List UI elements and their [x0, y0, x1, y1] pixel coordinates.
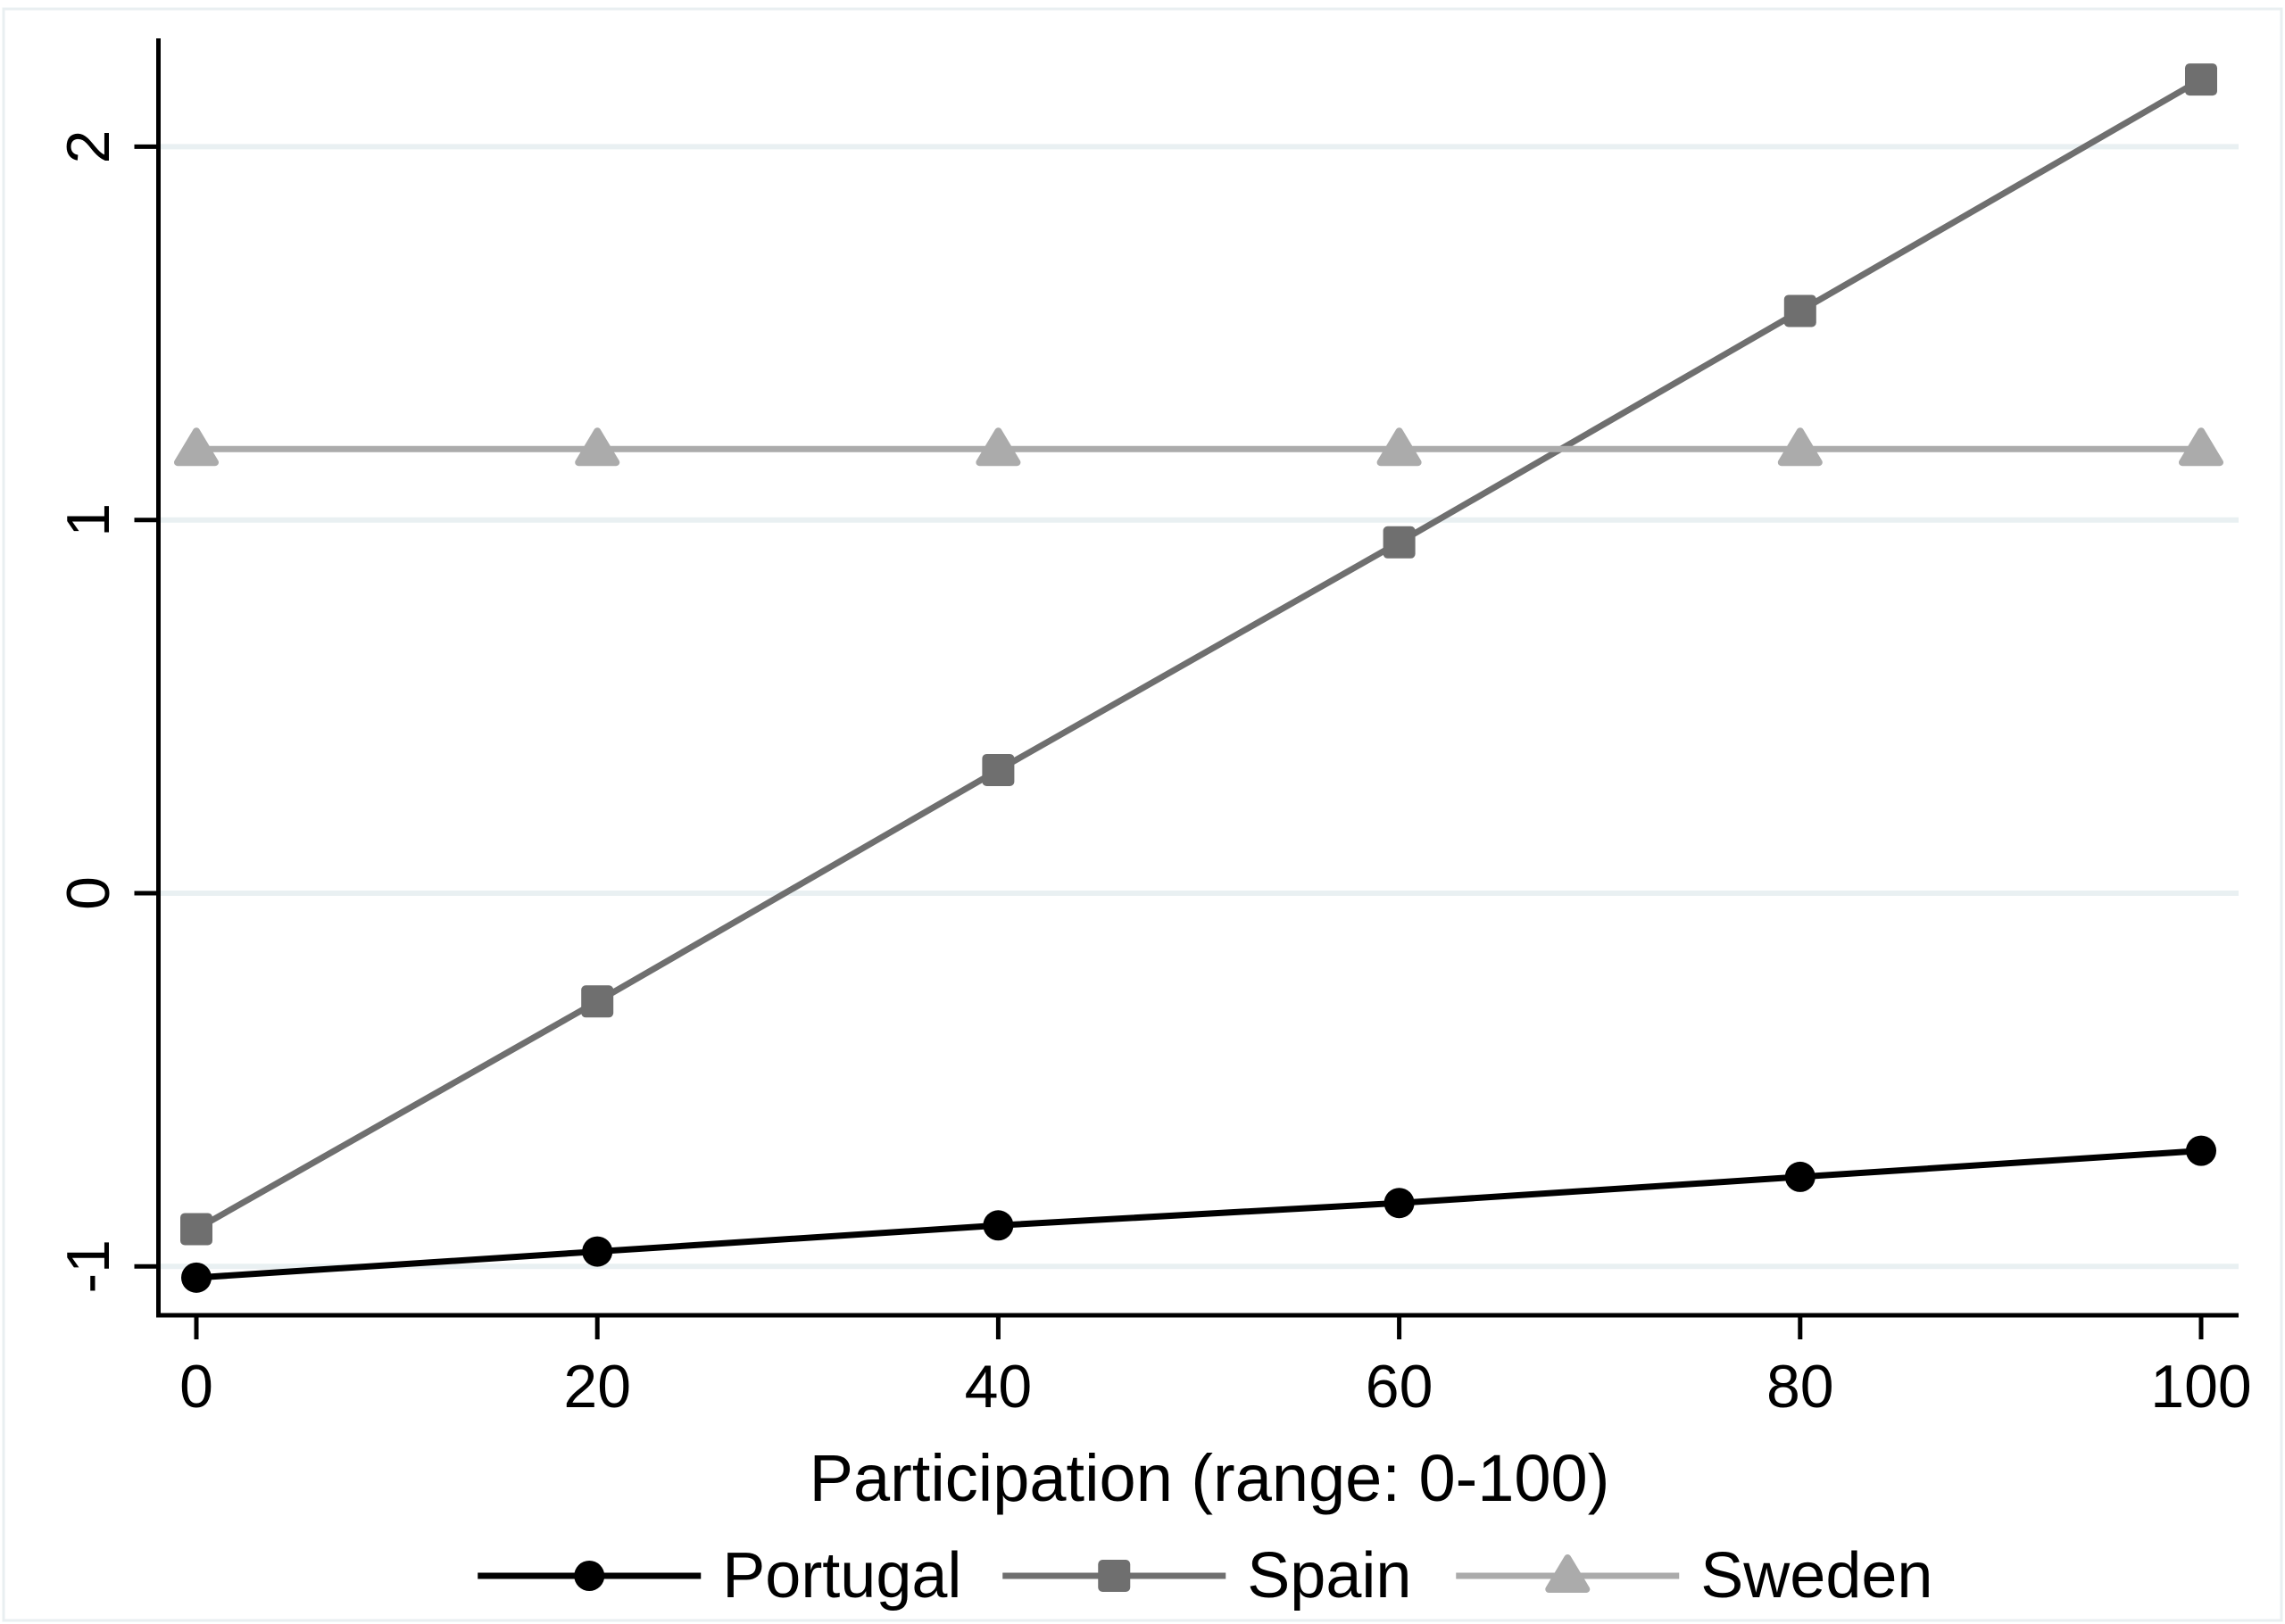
legend-item-spain: Spain: [1002, 1540, 1411, 1612]
x-tick-label: 20: [563, 1353, 631, 1421]
series-sweden: [174, 427, 2223, 467]
marker-portugal: [983, 1210, 1014, 1241]
marker-spain: [982, 753, 1015, 786]
marker-spain: [180, 1213, 212, 1246]
marker-sweden: [1777, 427, 1823, 467]
marker-portugal: [181, 1262, 212, 1293]
marker-sweden: [2179, 427, 2223, 467]
legend-marker-portugal: [574, 1561, 605, 1591]
marker-spain: [1783, 294, 1816, 327]
marker-portugal: [1784, 1161, 1816, 1192]
legend-item-portugal: Portugal: [478, 1540, 961, 1612]
legend-marker-spain: [1098, 1560, 1131, 1592]
marker-sweden: [174, 427, 219, 467]
marker-sweden: [575, 427, 620, 467]
marker-portugal: [1383, 1188, 1415, 1219]
legend-label-spain: Spain: [1247, 1540, 1411, 1612]
marker-sweden: [1376, 427, 1422, 467]
x-tick-label: 0: [179, 1353, 213, 1421]
marker-spain: [1383, 526, 1416, 559]
series-portugal: [181, 1135, 2216, 1293]
x-axis-title: Participation (range: 0-100): [810, 1441, 1610, 1515]
y-gridlines: [160, 144, 2239, 1270]
marker-portugal: [582, 1236, 613, 1267]
series-lines: [174, 63, 2223, 1293]
y-tick-label: 1: [54, 503, 122, 537]
axes: [134, 38, 2239, 1339]
y-tick-label: -1: [54, 1239, 122, 1293]
legend-label-portugal: Portugal: [722, 1540, 961, 1612]
marker-spain: [581, 985, 614, 1018]
series-spain: [180, 63, 2217, 1246]
x-tick-label: 60: [1366, 1353, 1433, 1421]
y-tick-labels: -1 0 1 2: [54, 129, 122, 1293]
x-tick-labels: 0 20 40 60 80 100: [179, 1353, 2252, 1421]
series-line-portugal: [195, 1148, 2202, 1281]
marker-sweden: [976, 427, 1021, 467]
figure-border: [2, 7, 2283, 1622]
x-tick-label: 80: [1766, 1353, 1834, 1421]
series-line-spain: [195, 77, 2203, 1232]
marker-spain: [2185, 63, 2217, 96]
legend-item-sweden: Sweden: [1456, 1540, 1932, 1612]
legend-marker-sweden: [1545, 1554, 1591, 1593]
x-tick-label: 40: [965, 1353, 1033, 1421]
x-tick-label: 100: [2150, 1353, 2251, 1421]
legend-label-sweden: Sweden: [1700, 1540, 1932, 1612]
marker-portugal: [2186, 1135, 2216, 1166]
legend: Portugal Spain Sweden: [478, 1540, 1932, 1612]
y-tick-label: 2: [54, 129, 122, 163]
y-tick-label: 0: [54, 876, 122, 910]
